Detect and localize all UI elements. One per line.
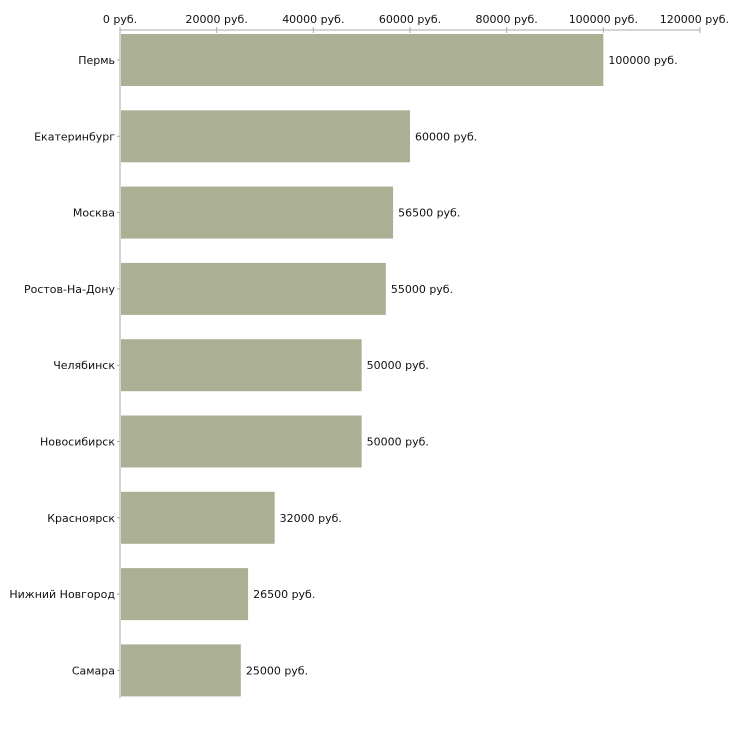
- value-label: 26500 руб.: [253, 588, 315, 601]
- category-label: Челябинск: [53, 359, 115, 372]
- category-label: Пермь: [78, 54, 115, 67]
- value-label: 100000 руб.: [608, 54, 677, 67]
- x-tick-label: 40000 руб.: [282, 13, 344, 26]
- x-tick-label: 100000 руб.: [569, 13, 638, 26]
- bar: [121, 262, 386, 315]
- x-tick-label: 20000 руб.: [186, 13, 248, 26]
- bar: [121, 644, 241, 697]
- category-labels: Пермь Екатеринбург Москва Ростов-На-Дону Чел…: [9, 54, 115, 677]
- value-label: 50000 руб.: [367, 436, 429, 449]
- bar: [121, 339, 362, 392]
- value-label: 55000 руб.: [391, 283, 453, 296]
- bar: [121, 186, 394, 239]
- value-label: 60000 руб.: [415, 130, 477, 143]
- bar: [121, 415, 362, 468]
- category-label: Нижний Новгород: [9, 588, 115, 601]
- x-tick-label: 0 руб.: [103, 13, 137, 26]
- axes: [117, 29, 700, 698]
- category-label: Самара: [72, 664, 115, 677]
- value-labels: 100000 руб. 60000 руб. 56500 руб. 55000 руб…: [246, 54, 678, 677]
- x-tick-label: 80000 руб.: [476, 13, 538, 26]
- category-label: Ростов-На-Дону: [24, 283, 115, 296]
- bar: [121, 491, 275, 544]
- x-axis-ticks: 0 руб. 20000 руб. 40000 руб. 60000 руб. 8000…: [103, 13, 729, 33]
- value-label: 50000 руб.: [367, 359, 429, 372]
- bar: [121, 568, 249, 621]
- x-tick-label: 60000 руб.: [379, 13, 441, 26]
- value-label: 32000 руб.: [280, 512, 342, 525]
- category-label: Красноярск: [47, 512, 115, 525]
- category-label: Новосибирск: [40, 436, 115, 449]
- value-label: 56500 руб.: [398, 207, 460, 220]
- bars: [121, 34, 604, 697]
- category-label: Екатеринбург: [34, 130, 115, 143]
- x-tick-label: 120000 руб.: [660, 13, 729, 26]
- bar: [121, 34, 604, 86]
- value-label: 25000 руб.: [246, 664, 308, 677]
- bar: [121, 110, 410, 163]
- category-label: Москва: [73, 207, 115, 220]
